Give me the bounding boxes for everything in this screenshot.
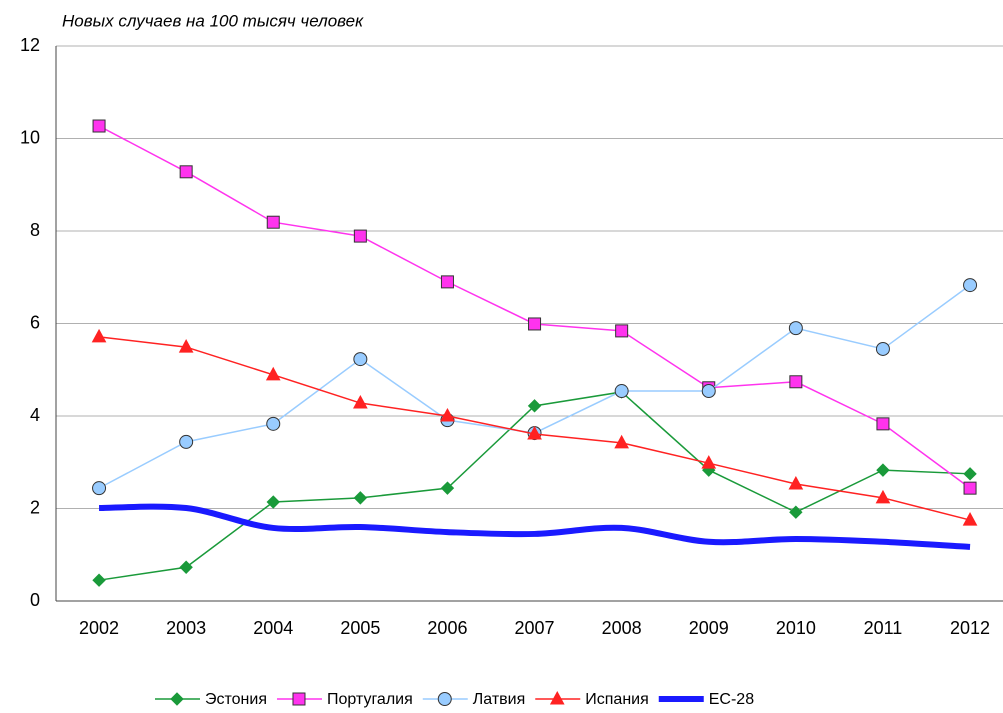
- chart-title: Новых случаев на 100 тысяч человек: [62, 11, 364, 30]
- x-tick-label: 2010: [776, 618, 816, 638]
- x-tick-label: 2003: [166, 618, 206, 638]
- y-tick-label: 0: [30, 590, 40, 610]
- marker: [440, 275, 454, 289]
- marker: [440, 407, 455, 422]
- legend-label: Испания: [585, 691, 649, 708]
- marker: [92, 573, 106, 587]
- legend-label: Латвия: [473, 691, 525, 708]
- series-line: [98, 284, 971, 489]
- y-tick-label: 12: [20, 35, 40, 55]
- x-tick-label: 2009: [689, 618, 729, 638]
- marker: [170, 692, 184, 706]
- marker: [875, 489, 891, 504]
- marker: [615, 324, 629, 338]
- marker: [527, 399, 542, 413]
- legend-item: Испания: [535, 690, 649, 708]
- marker: [353, 491, 368, 505]
- marker: [266, 495, 280, 509]
- legend-item: Эстония: [155, 691, 267, 708]
- x-tick-label: 2006: [427, 618, 467, 638]
- y-tick-label: 2: [30, 497, 40, 517]
- marker: [788, 475, 804, 490]
- y-tick-label: 10: [20, 127, 40, 147]
- legend-label: Португалия: [327, 691, 413, 708]
- marker: [92, 119, 106, 133]
- y-tick-label: 8: [30, 220, 40, 240]
- marker: [549, 690, 565, 705]
- marker: [963, 278, 978, 293]
- x-tick-label: 2011: [864, 618, 903, 638]
- x-tick-label: 2002: [79, 618, 119, 638]
- marker: [789, 505, 803, 519]
- marker: [614, 384, 629, 399]
- x-tick-label: 2005: [340, 618, 380, 638]
- marker: [179, 560, 193, 574]
- marker: [265, 366, 281, 381]
- y-tick-label: 4: [30, 405, 40, 425]
- marker: [91, 328, 107, 343]
- marker: [788, 321, 803, 336]
- marker: [527, 425, 542, 440]
- marker: [962, 512, 978, 526]
- marker: [353, 395, 368, 409]
- legend-item: Португалия: [276, 691, 413, 708]
- x-tick-label: 2004: [253, 618, 293, 638]
- marker: [353, 352, 368, 367]
- y-tick-label: 6: [30, 312, 40, 332]
- marker: [266, 416, 281, 431]
- marker: [528, 317, 542, 331]
- marker: [614, 434, 629, 449]
- series-line: [98, 391, 971, 581]
- legend-label: ЕС-28: [709, 691, 754, 708]
- marker: [963, 467, 977, 481]
- marker: [701, 384, 716, 399]
- marker: [789, 375, 803, 389]
- marker: [963, 481, 977, 495]
- marker: [440, 481, 455, 495]
- legend-item: ЕС-28: [658, 691, 754, 708]
- marker: [437, 692, 452, 706]
- x-tick-label: 2007: [515, 618, 555, 638]
- series-line: [99, 503, 971, 550]
- marker: [353, 229, 367, 243]
- x-tick-label: 2012: [950, 618, 990, 638]
- marker: [292, 692, 306, 706]
- legend-label: Эстония: [205, 691, 267, 708]
- x-tick-label: 2008: [602, 618, 642, 638]
- marker: [178, 339, 194, 353]
- marker: [266, 215, 280, 229]
- marker: [179, 434, 194, 449]
- marker: [876, 463, 890, 477]
- marker: [875, 341, 890, 356]
- marker: [701, 455, 717, 469]
- legend-item: Латвия: [422, 691, 525, 708]
- marker: [92, 481, 107, 496]
- marker: [179, 165, 193, 179]
- marker: [876, 417, 890, 431]
